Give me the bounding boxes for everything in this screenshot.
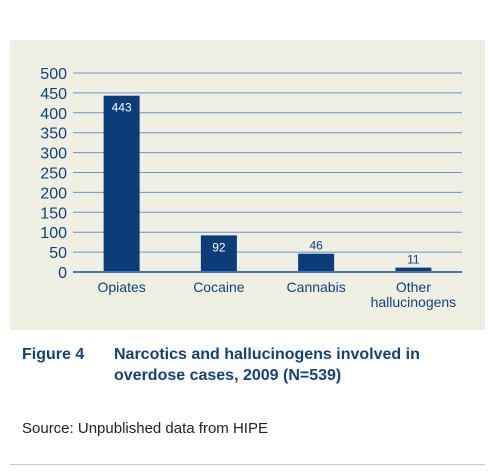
data-label: 443 [112, 101, 132, 115]
bar-other-hallucinogens [395, 267, 432, 272]
y-tick-label: 400 [40, 106, 67, 123]
y-tick-label: 350 [40, 126, 67, 143]
bar-chart: 0 50 100 150 200 250 300 350 400 450 500 443 92 46 11… [40, 66, 462, 310]
figure-panel [10, 40, 485, 330]
data-labels: 443 92 46 11 [112, 101, 420, 267]
y-tick-label: 300 [40, 146, 67, 163]
x-tick-label: Other hallucinogens [371, 279, 457, 310]
caption-label: Figure 4 [22, 346, 85, 363]
x-tick-label-line: Cannabis [287, 279, 346, 295]
bars [103, 95, 432, 272]
x-tick-label-line: hallucinogens [371, 294, 457, 310]
bar-cannabis [298, 253, 335, 272]
bar-opiates [103, 95, 140, 272]
y-tick-label: 0 [58, 265, 67, 282]
source-note: Source: Unpublished data from HIPE [22, 420, 268, 437]
y-axis-ticks: 0 50 100 150 200 250 300 350 400 450 500 [40, 66, 67, 282]
x-tick-label: Opiates [98, 279, 146, 295]
y-tick-label: 250 [40, 166, 67, 183]
data-label: 11 [407, 253, 420, 267]
data-label: 46 [309, 239, 323, 253]
x-axis-ticks: Opiates Cocaine Cannabis Other hallucinogens [98, 279, 457, 310]
y-tick-label: 50 [49, 245, 67, 262]
caption-text: Narcotics and hallucinogens involved in … [114, 346, 420, 384]
y-tick-label: 150 [40, 205, 67, 222]
data-label: 92 [212, 240, 226, 254]
bar-cocaine [200, 235, 237, 272]
y-tick-label: 100 [40, 225, 67, 242]
x-tick-label-line: Cocaine [193, 279, 245, 295]
y-tick-label: 450 [40, 86, 67, 103]
bottom-rule [10, 464, 485, 465]
x-tick-label-line: Other [396, 279, 431, 295]
x-tick-label-line: Opiates [98, 279, 146, 295]
y-tick-label: 500 [40, 66, 67, 83]
x-tick-label: Cannabis [287, 279, 346, 295]
y-tick-label: 200 [40, 185, 67, 202]
x-tick-label: Cocaine [193, 279, 245, 295]
